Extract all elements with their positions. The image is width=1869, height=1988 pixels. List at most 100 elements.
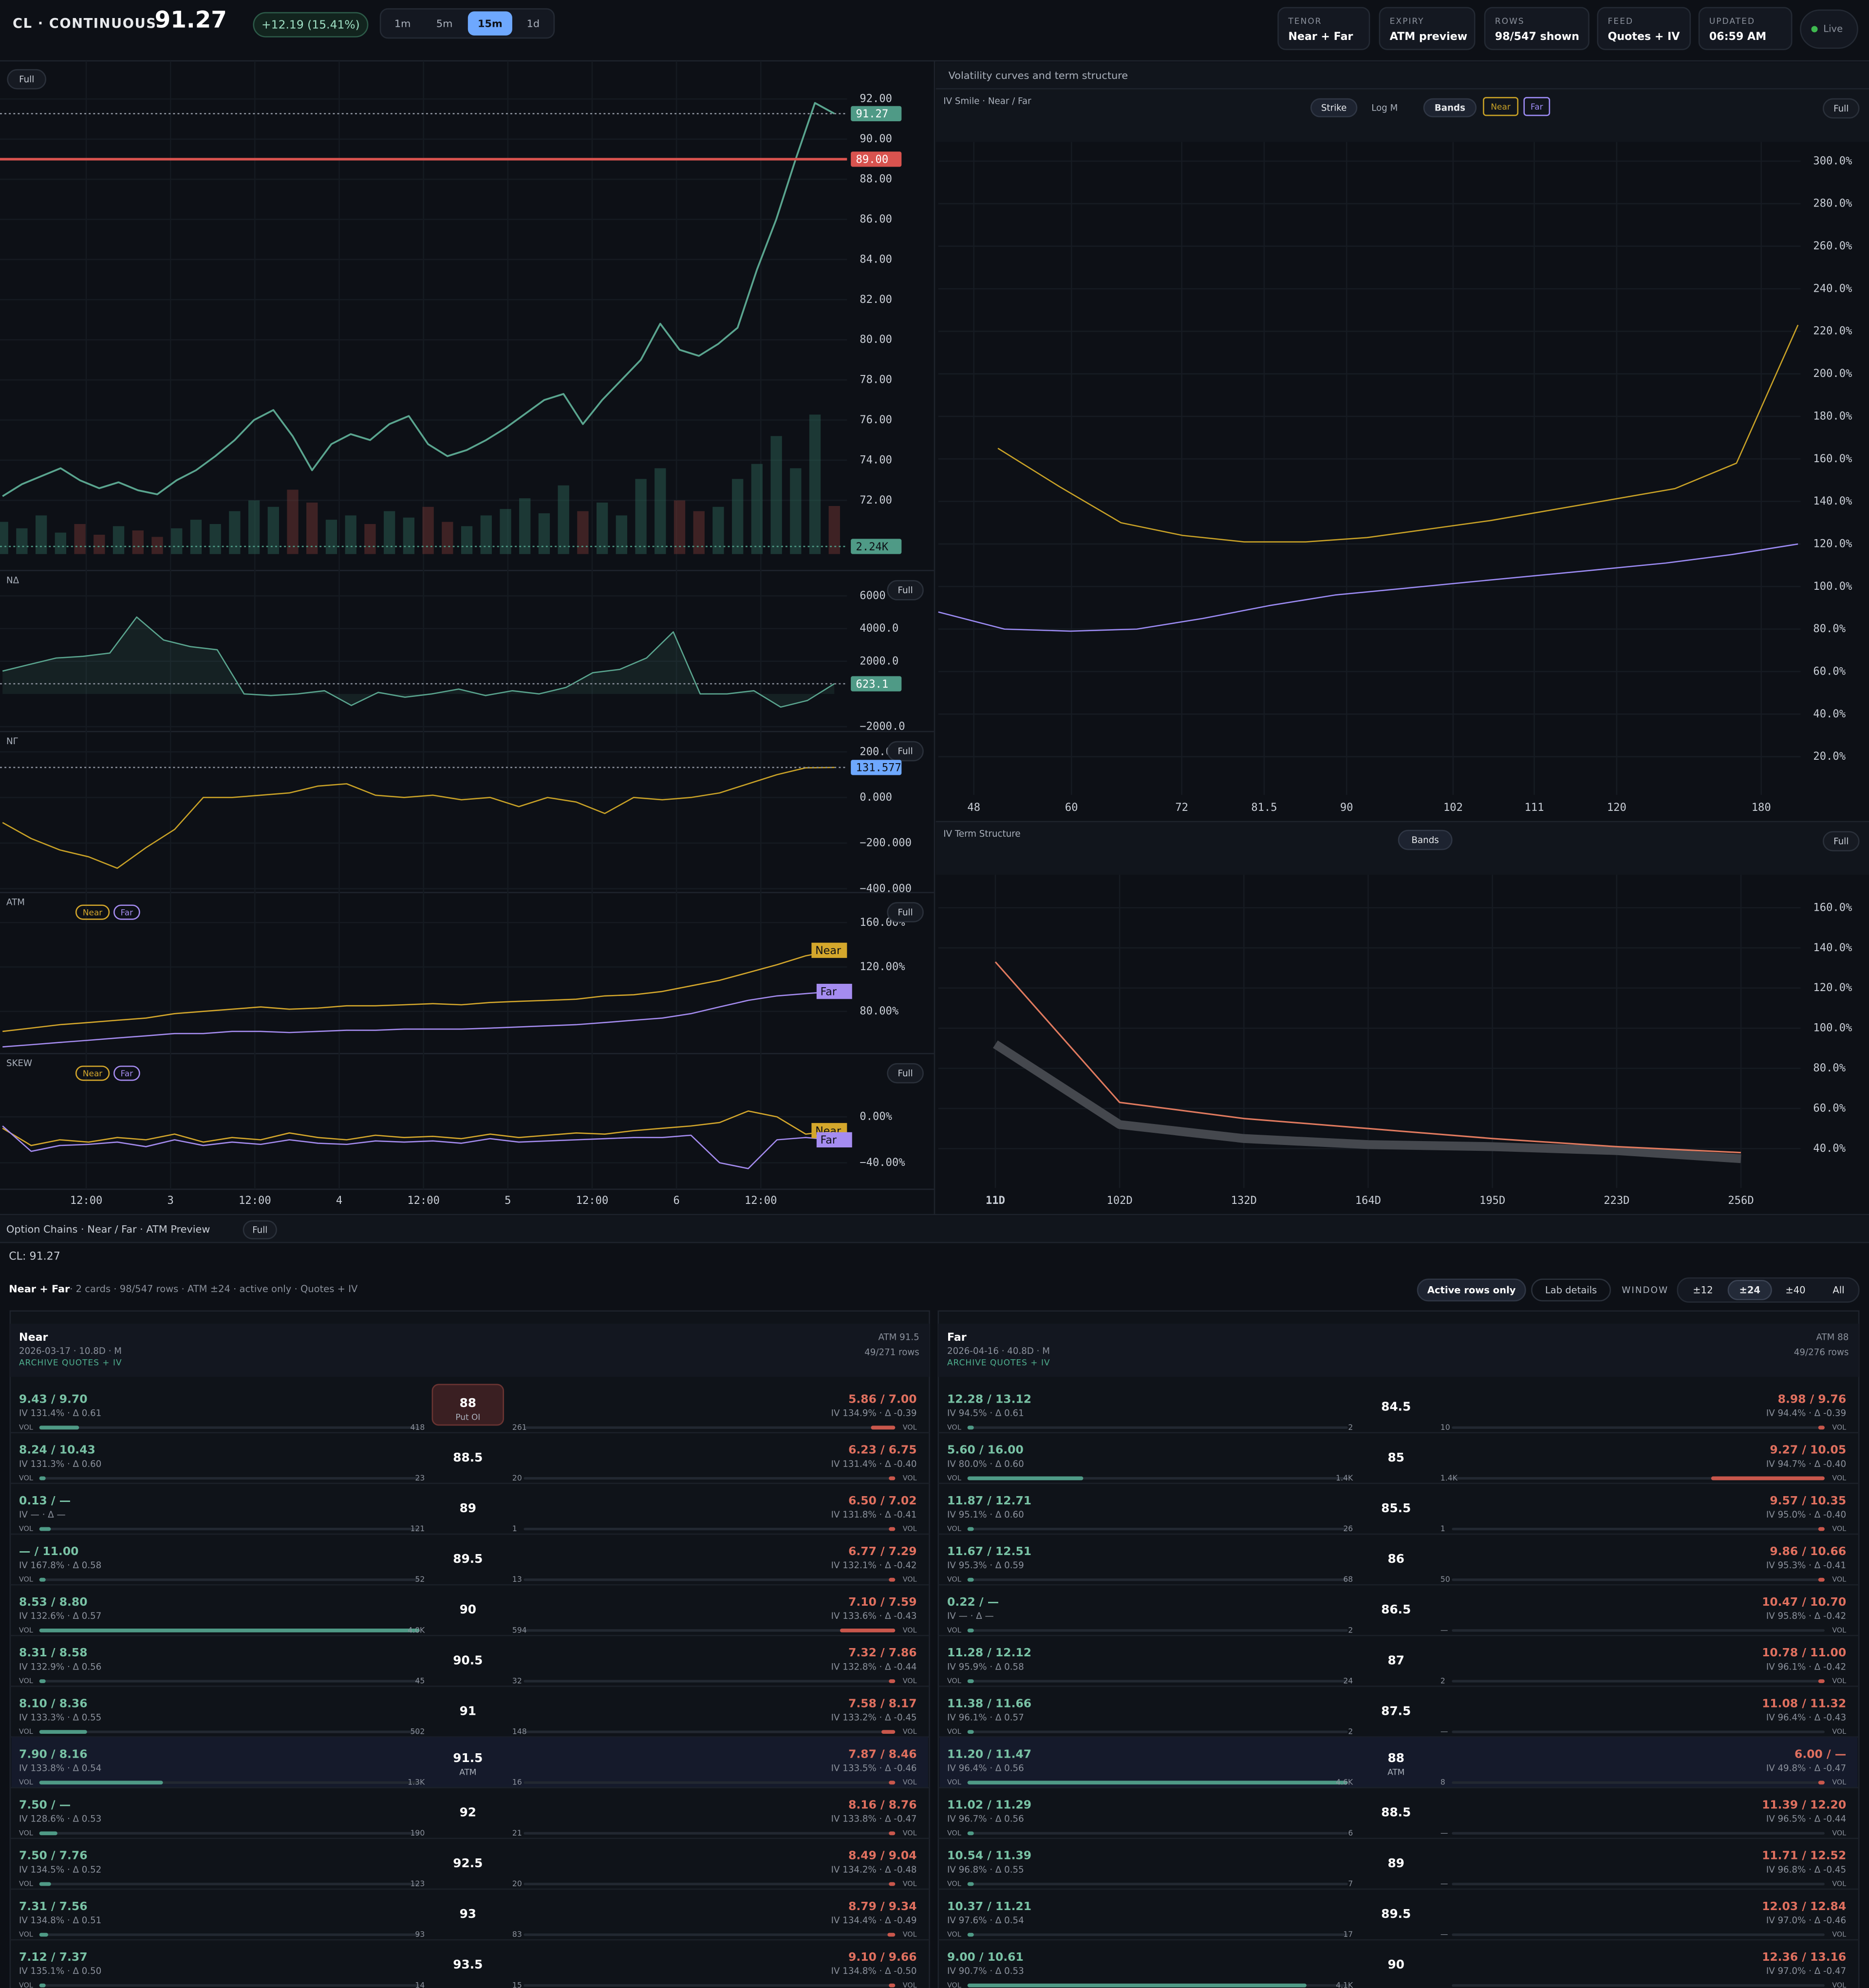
toggle-button-bg[interactable] [1398, 829, 1453, 850]
put-vol: — [1440, 1829, 1448, 1838]
volume-bar [248, 500, 260, 554]
action-button-bg[interactable] [1531, 1278, 1611, 1302]
full-button-bg[interactable] [887, 741, 924, 762]
volume-bar [732, 479, 744, 554]
interval-button[interactable]: 5m [436, 18, 453, 29]
put-vol: 50 [1440, 1575, 1450, 1584]
full-button[interactable]: Full [898, 747, 913, 757]
vol-track [1452, 1781, 1825, 1784]
put-quote: 9.10 / 9.66 [848, 1950, 916, 1964]
y-tick-label: 0.00% [860, 1110, 892, 1123]
legend-pill[interactable]: Near [83, 1069, 102, 1078]
interval-button[interactable]: 1m [394, 18, 411, 29]
x-tick-label: 60 [1065, 801, 1078, 814]
volume-bar [364, 524, 376, 554]
call-vol: 24 [1343, 1676, 1353, 1685]
toggle-button-bg[interactable] [1310, 98, 1358, 117]
volume-bar [577, 511, 589, 554]
full-button-bg[interactable] [243, 1220, 277, 1239]
interval-button[interactable]: 15m [478, 18, 503, 29]
call-vol: 6 [1348, 1829, 1353, 1838]
vol-track [39, 1882, 420, 1886]
legend-pill-bg[interactable] [75, 904, 110, 920]
legend-pill[interactable]: Far [121, 1069, 133, 1078]
call-iv: IV 134.8% · Δ 0.51 [19, 1915, 101, 1926]
put-iv: IV 133.2% · Δ -0.45 [831, 1712, 917, 1723]
series-toggle[interactable]: Near [1491, 102, 1510, 112]
call-vol-bar [967, 1628, 974, 1632]
full-button[interactable]: Full [898, 1069, 913, 1079]
legend-pill-bg[interactable] [75, 1066, 110, 1081]
chart-title: IV Smile · Near / Far [943, 96, 1031, 106]
change-badge-bg[interactable] [253, 12, 369, 38]
vol-track [39, 1933, 420, 1936]
full-button[interactable]: Full [898, 585, 913, 596]
y-tick-label: 4000.0 [860, 622, 898, 635]
y-tick-label: 80.0% [1813, 622, 1846, 635]
toggle-button[interactable]: Strike [1321, 103, 1346, 113]
y-tick-label: 120.0% [1813, 981, 1852, 994]
series-toggle[interactable]: Far [1531, 102, 1543, 112]
interval-button-bg[interactable] [467, 11, 512, 36]
put-vol-bar [887, 1932, 896, 1937]
y-tick-label: 220.0% [1813, 325, 1852, 338]
call-vol-bar [39, 1983, 46, 1988]
x-tick-label: 81.5 [1251, 801, 1277, 814]
toggle-button[interactable]: Bands [1412, 835, 1439, 845]
full-button-bg[interactable] [1822, 98, 1860, 119]
area-fill [2, 617, 835, 707]
call-vol-bar [967, 1730, 974, 1734]
action-button[interactable]: Active rows only [1427, 1285, 1516, 1296]
y-tick-label: 90.00 [860, 132, 892, 145]
full-button-bg[interactable] [887, 902, 924, 922]
y-tick-label: 100.0% [1813, 580, 1852, 593]
call-iv: IV 96.1% · Δ 0.57 [947, 1712, 1024, 1723]
put-iv: IV 134.4% · Δ -0.49 [831, 1915, 917, 1926]
legend-pill-bg[interactable] [113, 1066, 140, 1081]
full-button-bg[interactable] [1822, 831, 1860, 852]
toggle-button[interactable]: Log M [1371, 103, 1398, 113]
vol-label: VOL [903, 1474, 917, 1482]
vol-label: VOL [19, 1677, 33, 1685]
series-toggle-bg[interactable] [1523, 97, 1551, 116]
vol-track [39, 1477, 420, 1480]
window-button[interactable]: ±12 [1693, 1285, 1713, 1296]
interval-button[interactable]: 1d [527, 18, 540, 29]
legend-pill-bg[interactable] [113, 904, 140, 920]
full-button[interactable]: Full [1833, 837, 1849, 847]
legend-pill[interactable]: Far [121, 907, 133, 917]
full-button-bg[interactable] [887, 580, 924, 600]
strike: 93 [460, 1907, 476, 1921]
toggle-button[interactable]: Bands [1435, 103, 1465, 113]
full-button-bg[interactable] [887, 1063, 924, 1084]
series-toggle-bg[interactable] [1483, 97, 1519, 116]
vol-label: VOL [947, 1576, 961, 1584]
full-button[interactable]: Full [19, 75, 34, 85]
volume-bar [673, 500, 686, 554]
change-badge[interactable]: +12.19 (15.41%) [262, 18, 360, 32]
full-button[interactable]: Full [1833, 104, 1849, 114]
call-quote: 11.67 / 12.51 [947, 1544, 1031, 1558]
strike: 93.5 [453, 1957, 483, 1971]
call-vol-bar [967, 1932, 974, 1937]
window-button-bg[interactable] [1727, 1280, 1772, 1300]
window-button[interactable]: ±40 [1785, 1285, 1805, 1296]
legend-pill[interactable]: Near [83, 907, 102, 917]
full-button[interactable]: Full [898, 907, 913, 918]
vol-label: VOL [903, 1424, 917, 1431]
action-button-bg[interactable] [1417, 1278, 1526, 1302]
action-button[interactable]: Lab details [1545, 1285, 1597, 1296]
y-tick-label: 180.0% [1813, 410, 1852, 422]
window-button[interactable]: All [1832, 1285, 1844, 1296]
window-button[interactable]: ±24 [1739, 1285, 1760, 1296]
call-iv: IV 131.4% · Δ 0.61 [19, 1408, 101, 1419]
toggle-button-bg[interactable] [1423, 98, 1477, 117]
full-button[interactable]: Full [252, 1225, 267, 1236]
panel-title: SKEW [6, 1058, 32, 1069]
volume-bar [151, 537, 163, 554]
call-iv: IV 96.7% · Δ 0.56 [947, 1814, 1024, 1824]
x-tick-label: 5 [505, 1194, 511, 1207]
card-count: 49/276 rows [1794, 1348, 1849, 1358]
full-button-bg[interactable] [7, 69, 47, 90]
stat-card [1484, 7, 1589, 50]
